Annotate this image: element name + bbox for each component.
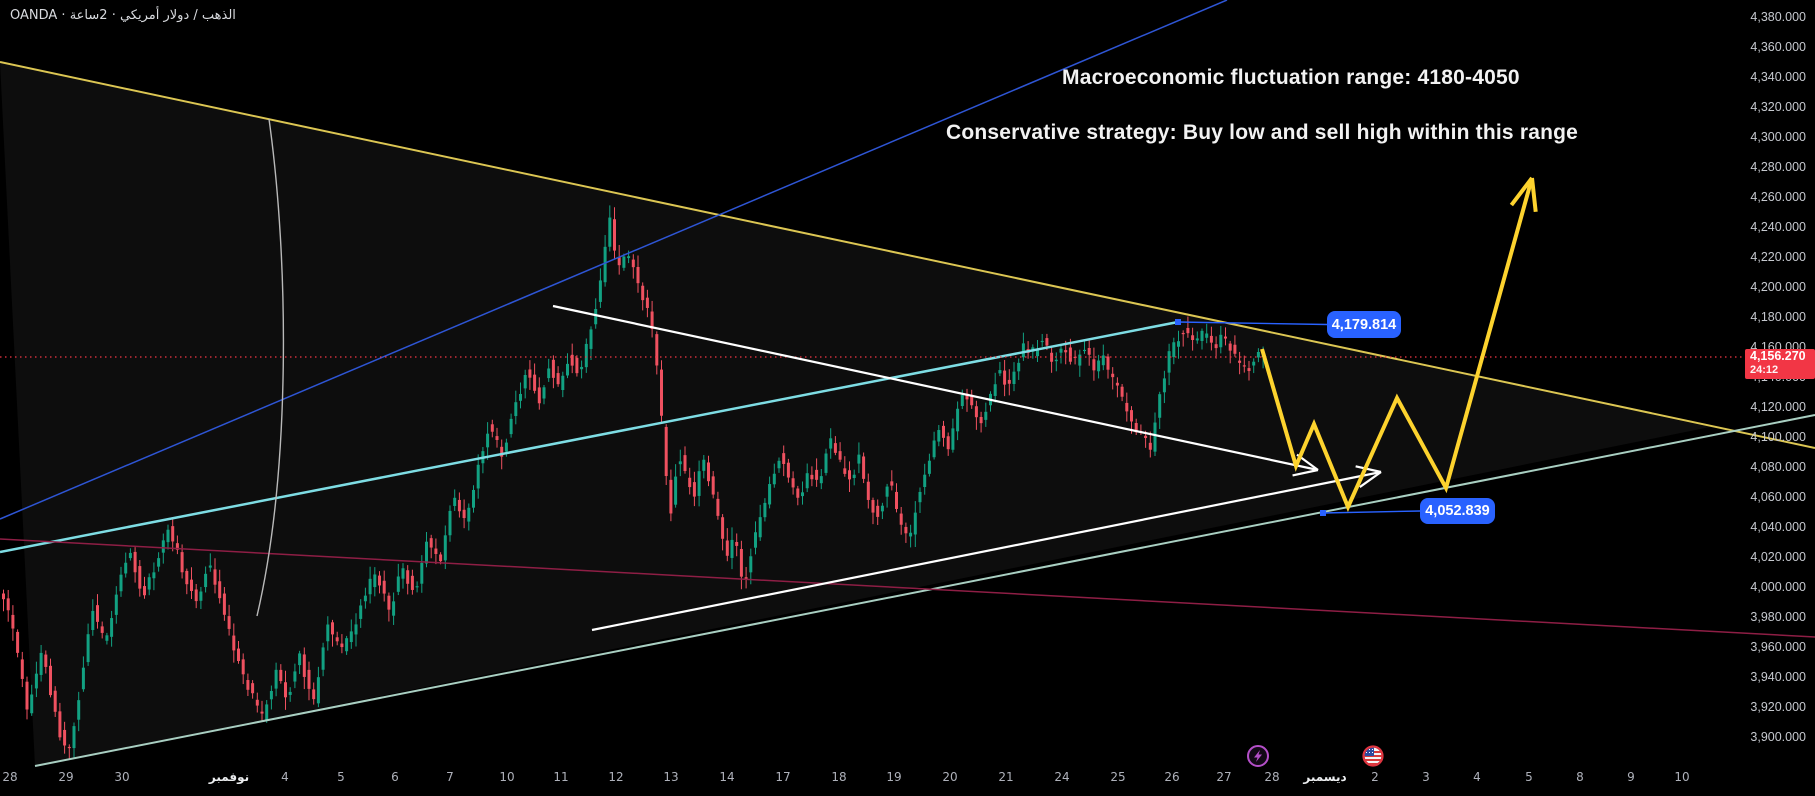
price-axis-label: 4,120.000 bbox=[1750, 400, 1806, 414]
price-axis-label: 4,060.000 bbox=[1750, 490, 1806, 504]
time-axis-label: 5 bbox=[337, 770, 345, 784]
price-axis-label: 3,980.000 bbox=[1750, 610, 1806, 624]
crimson-ray[interactable] bbox=[0, 538, 1815, 638]
time-axis-label: 6 bbox=[391, 770, 399, 784]
time-axis-label: 21 bbox=[998, 770, 1014, 784]
upper-range-price-tag[interactable]: 4,179.814 bbox=[1327, 311, 1401, 338]
time-axis-label: 28 bbox=[2, 770, 18, 784]
lower-range-tag-anchor-dot[interactable] bbox=[1320, 510, 1326, 516]
time-axis-label: 11 bbox=[553, 770, 569, 784]
descending-wedge-upper-yellow[interactable] bbox=[0, 61, 1815, 449]
time-axis-label: 25 bbox=[1110, 770, 1126, 784]
current-price-tag[interactable]: 4,156.270 24:12 bbox=[1745, 349, 1815, 379]
annotation-strategy[interactable]: Conservative strategy: Buy low and sell … bbox=[946, 121, 1579, 144]
time-axis-label: 12 bbox=[608, 770, 624, 784]
time-axis-label: 29 bbox=[58, 770, 74, 784]
price-axis-label: 3,940.000 bbox=[1750, 670, 1806, 684]
price-axis-label: 3,960.000 bbox=[1750, 640, 1806, 654]
wedge-pattern-fill bbox=[0, 62, 1710, 766]
lower-range-tag-leader bbox=[1322, 510, 1421, 514]
time-axis-label: 17 bbox=[775, 770, 791, 784]
ascending-wedge-lower-teal[interactable] bbox=[34, 414, 1815, 767]
time-axis-label: 4 bbox=[1473, 770, 1481, 784]
time-axis-label: 28 bbox=[1264, 770, 1280, 784]
time-axis-label: 20 bbox=[942, 770, 958, 784]
price-axis-label: 4,180.000 bbox=[1750, 310, 1806, 324]
white-arrow-ascending[interactable] bbox=[591, 465, 1382, 632]
lightning-event-icon[interactable] bbox=[1247, 745, 1269, 767]
time-axis-label: 26 bbox=[1164, 770, 1180, 784]
time-axis-label: 19 bbox=[886, 770, 902, 784]
time-axis-month-label: نوفمبر bbox=[208, 770, 250, 784]
time-axis-label: 3 bbox=[1422, 770, 1430, 784]
price-axis-label: 4,300.000 bbox=[1750, 130, 1806, 144]
price-axis-label: 4,260.000 bbox=[1750, 190, 1806, 204]
lower-range-price-tag[interactable]: 4,052.839 bbox=[1420, 498, 1495, 524]
price-axis-label: 3,900.000 bbox=[1750, 730, 1806, 744]
time-axis-label: 13 bbox=[663, 770, 679, 784]
time-axis-label: 10 bbox=[499, 770, 515, 784]
price-axis-label: 4,360.000 bbox=[1750, 40, 1806, 54]
time-axis-label: 18 bbox=[831, 770, 847, 784]
us-flag-event-icon[interactable] bbox=[1362, 745, 1384, 767]
time-axis-label: 10 bbox=[1674, 770, 1690, 784]
price-axis-label: 4,000.000 bbox=[1750, 580, 1806, 594]
curve-drawing[interactable] bbox=[256, 118, 285, 617]
price-axis-label: 4,040.000 bbox=[1750, 520, 1806, 534]
symbol-title[interactable]: الذهب / دولار أمريكي · 2ساعة · OANDA bbox=[10, 8, 236, 23]
time-axis-label: 4 bbox=[281, 770, 289, 784]
projection-zigzag-arrow[interactable] bbox=[1260, 176, 1538, 513]
price-axis-label: 4,240.000 bbox=[1750, 220, 1806, 234]
price-axis-label: 4,100.000 bbox=[1750, 430, 1806, 444]
time-axis-label: 2 bbox=[1371, 770, 1379, 784]
ascending-cyan-trendline[interactable] bbox=[0, 320, 1179, 554]
price-axis-label: 4,340.000 bbox=[1750, 70, 1806, 84]
price-axis-label: 4,020.000 bbox=[1750, 550, 1806, 564]
price-axis-label: 4,380.000 bbox=[1750, 10, 1806, 24]
annotation-macro-range[interactable]: Macroeconomic fluctuation range: 4180-40… bbox=[1062, 66, 1520, 89]
price-axis-label: 4,200.000 bbox=[1750, 280, 1806, 294]
candlestick-series bbox=[2, 205, 1265, 759]
upper-range-tag-leader bbox=[1177, 321, 1328, 326]
blue-ray[interactable] bbox=[0, 0, 1228, 520]
time-axis-label: 5 bbox=[1525, 770, 1533, 784]
price-axis-label: 4,220.000 bbox=[1750, 250, 1806, 264]
price-axis-label: 4,080.000 bbox=[1750, 460, 1806, 474]
time-axis-label: 8 bbox=[1576, 770, 1584, 784]
time-axis-label: 30 bbox=[114, 770, 130, 784]
current-price-value: 4,156.270 bbox=[1750, 349, 1806, 363]
time-axis-label: 7 bbox=[446, 770, 454, 784]
price-axis-label: 4,320.000 bbox=[1750, 100, 1806, 114]
upper-range-tag-anchor-dot[interactable] bbox=[1175, 319, 1181, 325]
time-axis-label: 27 bbox=[1216, 770, 1232, 784]
time-axis-label: 24 bbox=[1054, 770, 1070, 784]
bar-countdown: 24:12 bbox=[1750, 363, 1779, 376]
price-axis-label: 4,280.000 bbox=[1750, 160, 1806, 174]
price-axis-label: 3,920.000 bbox=[1750, 700, 1806, 714]
time-axis-month-label: ديسمبر bbox=[1303, 770, 1347, 784]
time-axis-label: 9 bbox=[1627, 770, 1635, 784]
time-axis-label: 14 bbox=[719, 770, 735, 784]
